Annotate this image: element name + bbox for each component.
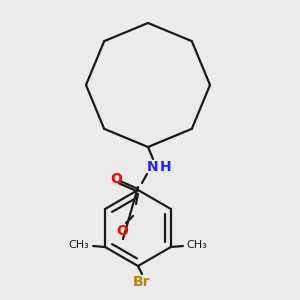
Text: O: O	[110, 172, 122, 186]
Text: N: N	[147, 160, 159, 174]
Text: O: O	[116, 224, 128, 238]
Text: Br: Br	[133, 275, 151, 289]
Text: CH₃: CH₃	[187, 240, 207, 250]
Text: CH₃: CH₃	[69, 240, 89, 250]
Text: H: H	[160, 160, 172, 174]
